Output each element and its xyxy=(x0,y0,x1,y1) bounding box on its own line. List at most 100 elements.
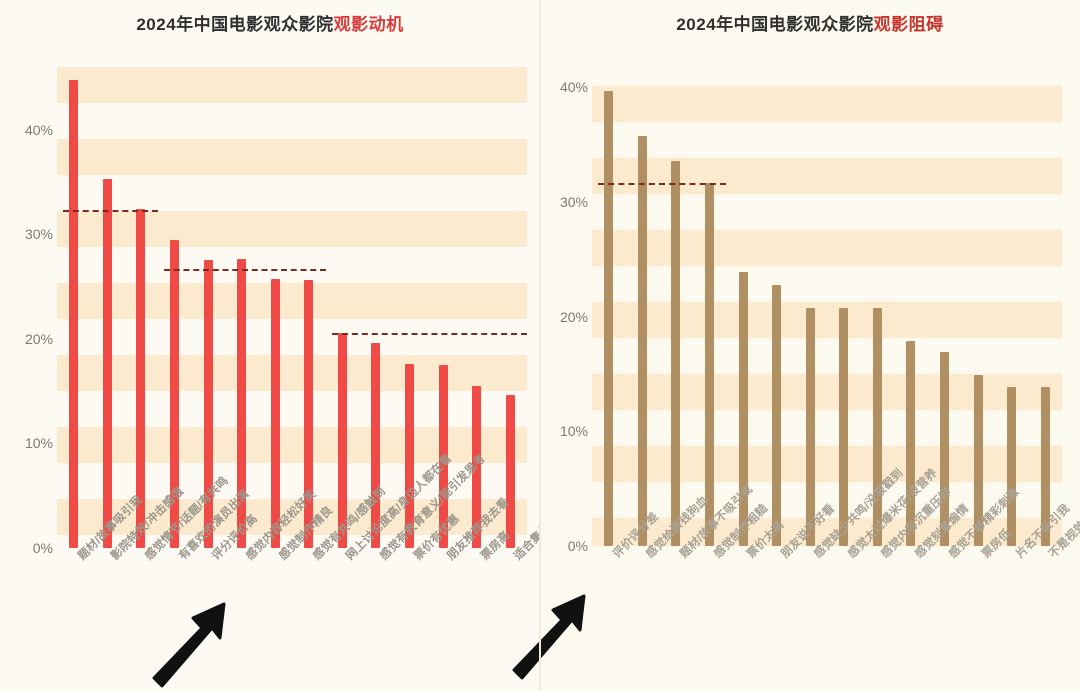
bar-cell[interactable] xyxy=(292,67,326,548)
bar-cell[interactable] xyxy=(225,67,259,548)
bar-cell[interactable] xyxy=(124,67,158,548)
bar[interactable] xyxy=(1007,386,1017,546)
bar[interactable] xyxy=(270,279,280,548)
bar-cell[interactable] xyxy=(494,67,528,548)
bar[interactable] xyxy=(102,178,112,548)
left-title-accent: 观影动机 xyxy=(333,15,404,34)
right-ytick: 20% xyxy=(559,308,588,325)
bar-cell[interactable] xyxy=(460,67,494,548)
bar[interactable] xyxy=(237,259,247,548)
bar-cell[interactable] xyxy=(359,67,393,548)
bar-cell[interactable] xyxy=(1029,76,1063,546)
bar-cell[interactable] xyxy=(326,67,360,548)
bar-cell[interactable] xyxy=(793,76,827,546)
bar-cell[interactable] xyxy=(760,76,794,546)
bar-cell[interactable] xyxy=(393,67,427,548)
bar-cell[interactable] xyxy=(928,76,962,546)
panel-divider xyxy=(539,0,541,691)
left-band xyxy=(57,355,527,391)
bar[interactable] xyxy=(405,363,415,548)
left-title-main: 2024年中国电影观众影院 xyxy=(136,15,334,34)
right-x-axis-labels: 评价评分差 感觉给票钱狗血 题材/故事不吸引我 感觉制作粗糙 票价太高 朋友说不好看 感觉缺… xyxy=(592,467,1080,691)
bar[interactable] xyxy=(438,365,448,548)
bar[interactable] xyxy=(671,160,681,546)
bar-cell[interactable] xyxy=(995,76,1029,546)
bar-cell[interactable] xyxy=(961,76,995,546)
left-ytick: 40% xyxy=(24,121,53,138)
bar-cell[interactable] xyxy=(57,67,91,548)
average-line xyxy=(63,210,158,213)
bar[interactable] xyxy=(940,352,950,546)
bar-cell[interactable] xyxy=(894,76,928,546)
left-x-axis-labels: 题材/故事吸引我 影院特效/冲击感强 感觉情节/话题/有共鸣 有喜欢的演员出演 评分评价… xyxy=(57,452,571,691)
left-ytick: 0% xyxy=(32,540,53,556)
left-bar-series xyxy=(57,67,527,548)
bar[interactable] xyxy=(805,307,815,546)
bar[interactable] xyxy=(604,90,614,546)
right-band xyxy=(592,446,1062,482)
bar[interactable] xyxy=(705,182,715,546)
bar-cell[interactable] xyxy=(659,76,693,546)
left-ytick: 30% xyxy=(24,226,53,243)
right-bar-series xyxy=(592,76,1062,546)
right-background-bands xyxy=(592,76,1062,546)
right-plot-area xyxy=(592,76,1062,546)
bar-cell[interactable] xyxy=(158,67,192,548)
left-band xyxy=(57,67,527,103)
bar-cell[interactable] xyxy=(693,76,727,546)
bar[interactable] xyxy=(337,332,347,548)
bar[interactable] xyxy=(69,79,79,548)
bar[interactable] xyxy=(371,343,381,548)
left-pointer-arrow xyxy=(152,602,226,688)
bar-cell[interactable] xyxy=(726,76,760,546)
bar-cell[interactable] xyxy=(592,76,626,546)
bar[interactable] xyxy=(839,307,849,546)
bar[interactable] xyxy=(1040,386,1050,546)
average-line xyxy=(598,182,727,185)
bar[interactable] xyxy=(738,272,748,546)
bar-cell[interactable] xyxy=(861,76,895,546)
bar[interactable] xyxy=(872,307,882,546)
right-ytick: 40% xyxy=(559,79,588,96)
bar[interactable] xyxy=(505,395,515,548)
bar-cell[interactable] xyxy=(626,76,660,546)
left-band xyxy=(57,427,527,463)
left-ytick: 20% xyxy=(24,330,53,347)
average-line xyxy=(163,268,326,271)
bar[interactable] xyxy=(637,135,647,546)
bar[interactable] xyxy=(906,340,916,546)
bar-cell[interactable] xyxy=(191,67,225,548)
bar[interactable] xyxy=(472,385,482,548)
right-band xyxy=(592,518,1062,546)
average-line xyxy=(331,332,527,335)
bar[interactable] xyxy=(304,280,314,548)
right-ytick: 0% xyxy=(567,538,588,554)
right-y-axis: 0% 10% 20% 30% 40% xyxy=(543,76,588,554)
left-y-axis: 0% 10% 20% 30% 40% xyxy=(8,67,53,556)
bar[interactable] xyxy=(973,375,983,546)
right-pointer-arrow xyxy=(512,594,586,680)
bar-cell[interactable] xyxy=(258,67,292,548)
bar-cell[interactable] xyxy=(426,67,460,548)
right-band xyxy=(592,158,1062,194)
right-band xyxy=(592,302,1062,338)
right-title-accent: 观影阻碍 xyxy=(873,15,944,34)
right-band xyxy=(592,230,1062,266)
left-band xyxy=(57,499,527,535)
left-band xyxy=(57,283,527,319)
bar-cell[interactable] xyxy=(827,76,861,546)
bar[interactable] xyxy=(772,284,782,546)
left-background-bands xyxy=(57,67,527,548)
right-band xyxy=(592,86,1062,122)
bar[interactable] xyxy=(170,239,180,548)
right-ytick: 10% xyxy=(559,423,588,440)
bar[interactable] xyxy=(136,209,146,548)
right-ytick: 30% xyxy=(559,194,588,211)
bar[interactable] xyxy=(203,260,213,548)
right-band xyxy=(592,374,1062,410)
left-ytick: 10% xyxy=(24,435,53,452)
bar-cell[interactable] xyxy=(91,67,125,548)
left-band xyxy=(57,211,527,247)
left-chart-title: 2024年中国电影观众影院观影动机 xyxy=(0,10,540,35)
